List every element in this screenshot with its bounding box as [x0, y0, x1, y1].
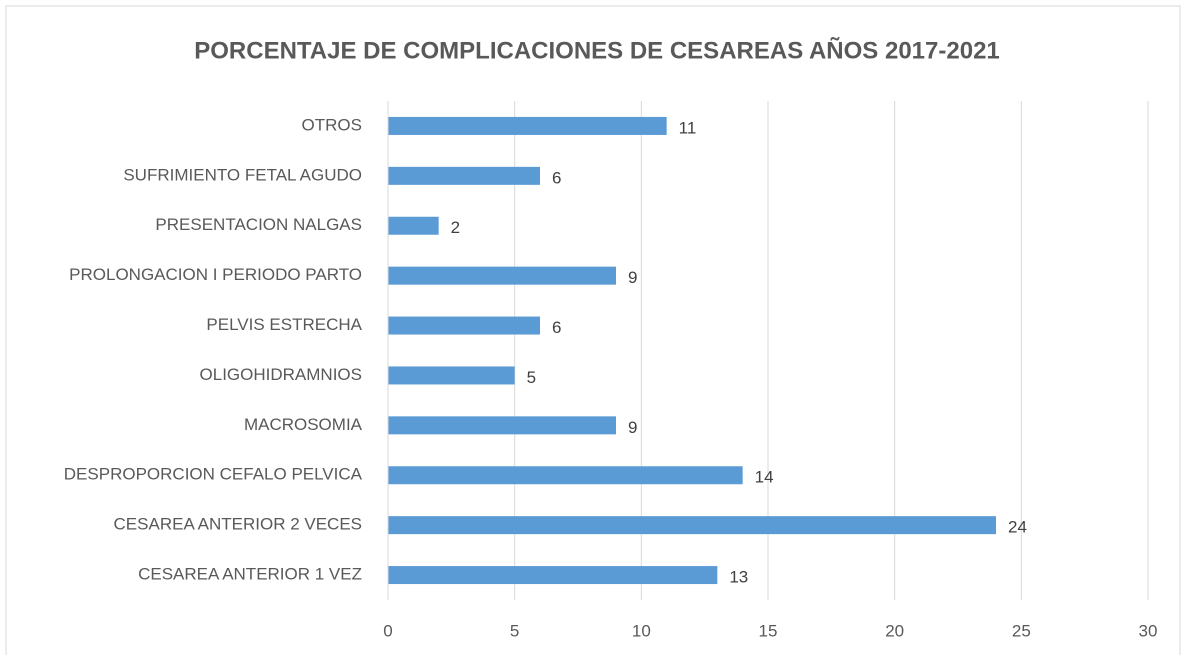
- bar: [388, 216, 439, 235]
- x-tick-label: 5: [510, 621, 519, 640]
- bar: [388, 566, 718, 585]
- y-tick-label: CESAREA ANTERIOR 2 VECES: [114, 515, 362, 534]
- bar: [388, 266, 616, 285]
- data-label: 24: [1008, 518, 1027, 537]
- bar: [388, 316, 540, 335]
- data-label: 6: [552, 318, 561, 337]
- x-tick-label: 25: [1012, 621, 1031, 640]
- y-tick-label: OLIGOHIDRAMNIOS: [200, 365, 362, 384]
- data-label: 2: [451, 218, 460, 237]
- data-label: 14: [755, 468, 774, 487]
- x-tick-label: 0: [383, 621, 392, 640]
- y-tick-label: PROLONGACION I PERIODO PARTO: [69, 265, 362, 284]
- y-tick-label: PELVIS ESTRECHA: [206, 315, 362, 334]
- y-tick-label: OTROS: [302, 115, 362, 134]
- y-tick-label: CESAREA ANTERIOR 1 VEZ: [138, 565, 362, 584]
- bar: [388, 166, 540, 185]
- x-tick-label: 15: [759, 621, 778, 640]
- data-label: 11: [679, 118, 697, 137]
- y-tick-label: SUFRIMIENTO FETAL AGUDO: [123, 165, 362, 184]
- y-tick-label: PRESENTACION NALGAS: [155, 215, 362, 234]
- data-label: 9: [628, 268, 637, 287]
- bar: [388, 366, 515, 385]
- data-label: 13: [729, 568, 748, 587]
- chart-border: [5, 5, 1181, 655]
- y-tick-label: DESPROPORCION CEFALO PELVICA: [64, 465, 363, 484]
- data-label: 6: [552, 168, 561, 187]
- y-tick-label: MACROSOMIA: [244, 415, 363, 434]
- data-label: 9: [628, 418, 637, 437]
- x-tick-label: 30: [1139, 621, 1158, 640]
- bar: [388, 516, 996, 535]
- data-label: 5: [527, 368, 536, 387]
- x-tick-label: 10: [632, 621, 651, 640]
- chart-title: PORCENTAJE DE COMPLICACIONES DE CESAREAS…: [194, 36, 1000, 64]
- bar: [388, 116, 667, 135]
- bar: [388, 416, 616, 435]
- bar: [388, 466, 743, 485]
- x-tick-label: 20: [885, 621, 904, 640]
